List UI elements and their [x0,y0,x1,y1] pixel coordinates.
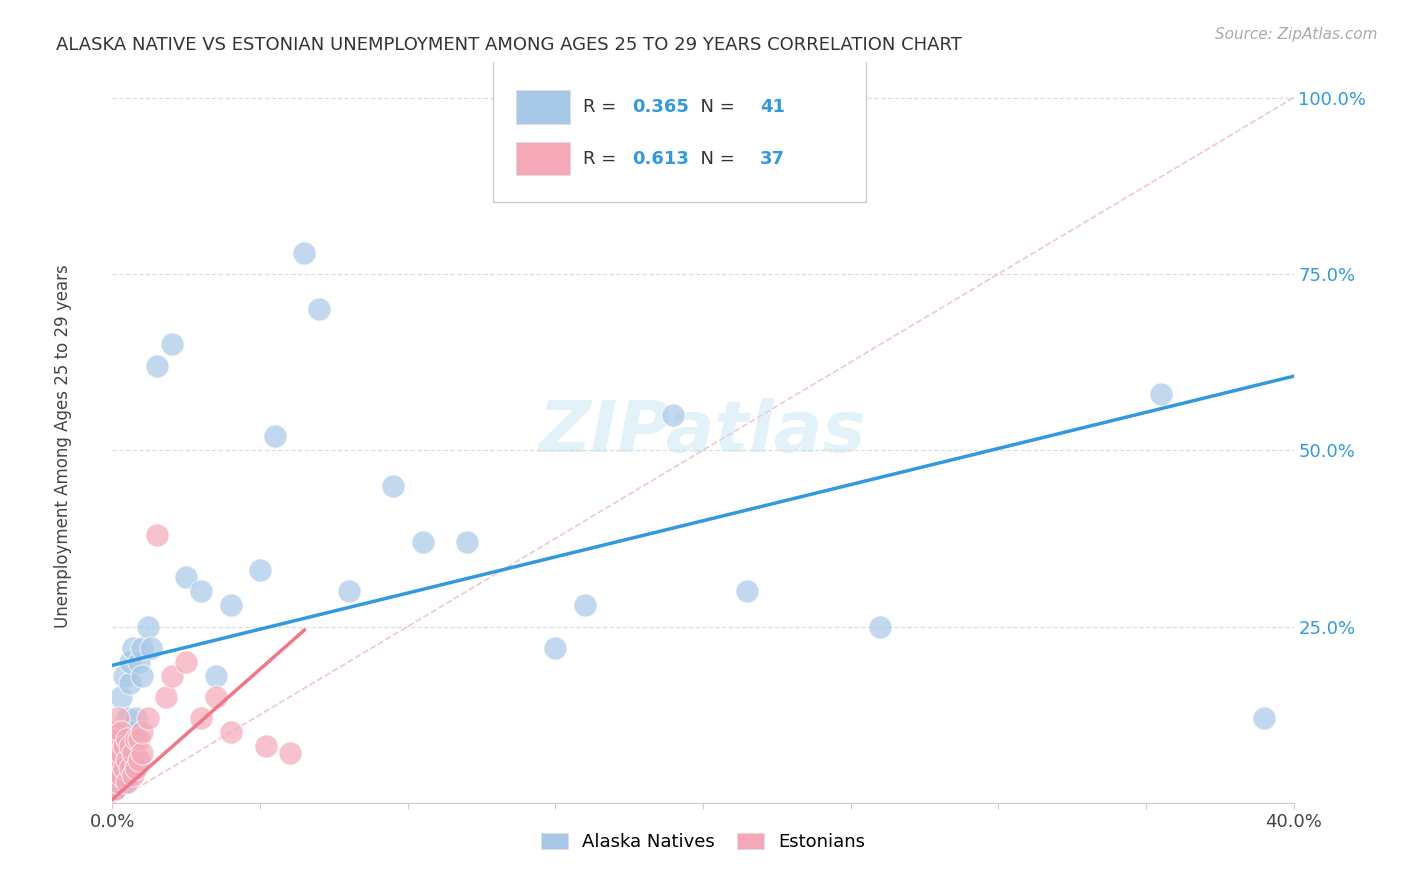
Point [131,747,153,761]
Point [249,563,271,577]
Text: Source: ZipAtlas.com: Source: ZipAtlas.com [1215,27,1378,42]
Point [219,599,242,613]
Point [139,640,162,655]
Point [131,725,153,739]
Text: 37: 37 [759,150,785,168]
Point [382,478,405,492]
Point [107,767,129,781]
Point [278,747,301,761]
Point [160,669,183,683]
Text: R =: R = [582,98,621,116]
Point [544,640,567,655]
Point [117,774,138,789]
Point [574,599,596,613]
Text: 0.365: 0.365 [633,98,689,116]
Point [146,528,169,542]
Point [128,655,150,669]
Point [107,725,129,739]
Point [120,676,142,690]
Point [131,640,153,655]
Point [104,781,127,796]
Point [456,535,478,549]
Point [120,739,142,754]
Point [104,739,127,754]
Text: ALASKA NATIVE VS ESTONIAN UNEMPLOYMENT AMONG AGES 25 TO 29 YEARS CORRELATION CHA: ALASKA NATIVE VS ESTONIAN UNEMPLOYMENT A… [56,36,962,54]
Point [112,669,135,683]
Point [155,690,177,704]
Point [662,408,685,422]
Point [136,619,159,633]
Point [117,732,138,747]
FancyBboxPatch shape [516,90,569,123]
Point [122,725,145,739]
Point [112,739,135,754]
Point [125,760,148,774]
Point [112,760,135,774]
Point [737,584,759,599]
Point [1150,387,1173,401]
Text: N =: N = [689,98,741,116]
Point [308,302,330,317]
Point [160,337,183,351]
Point [205,669,228,683]
Point [104,781,127,796]
Point [110,760,132,774]
Point [117,774,138,789]
Point [205,690,228,704]
Legend: Alaska Natives, Estonians: Alaska Natives, Estonians [531,824,875,861]
Point [117,754,138,768]
Point [292,245,315,260]
Point [337,584,360,599]
Point [174,570,197,584]
Point [110,767,132,781]
Point [411,535,433,549]
Point [174,655,197,669]
Point [125,732,148,747]
Point [120,760,142,774]
Point [120,655,142,669]
Point [125,711,148,725]
Point [107,754,129,768]
Point [128,754,150,768]
Point [264,429,287,443]
FancyBboxPatch shape [516,142,569,176]
Point [104,725,127,739]
Point [122,767,145,781]
Point [117,711,138,725]
Point [104,767,127,781]
Text: N =: N = [689,150,741,168]
Text: 0.613: 0.613 [633,150,689,168]
Point [104,739,127,754]
Point [190,584,212,599]
FancyBboxPatch shape [492,61,866,202]
Text: Unemployment Among Ages 25 to 29 years: Unemployment Among Ages 25 to 29 years [55,264,72,628]
Point [110,725,132,739]
Point [104,754,127,768]
Point [128,732,150,747]
Point [219,725,242,739]
Point [122,747,145,761]
Point [869,619,891,633]
Point [107,732,129,747]
Point [110,690,132,704]
Point [1253,711,1275,725]
Point [112,725,135,739]
Point [122,640,145,655]
Point [107,711,129,725]
Text: R =: R = [582,150,621,168]
Point [131,669,153,683]
Point [110,747,132,761]
Text: ZIPatlas: ZIPatlas [540,398,866,467]
Point [146,359,169,373]
Point [190,711,212,725]
Point [136,711,159,725]
Point [254,739,277,754]
Text: 41: 41 [759,98,785,116]
Point [107,774,129,789]
